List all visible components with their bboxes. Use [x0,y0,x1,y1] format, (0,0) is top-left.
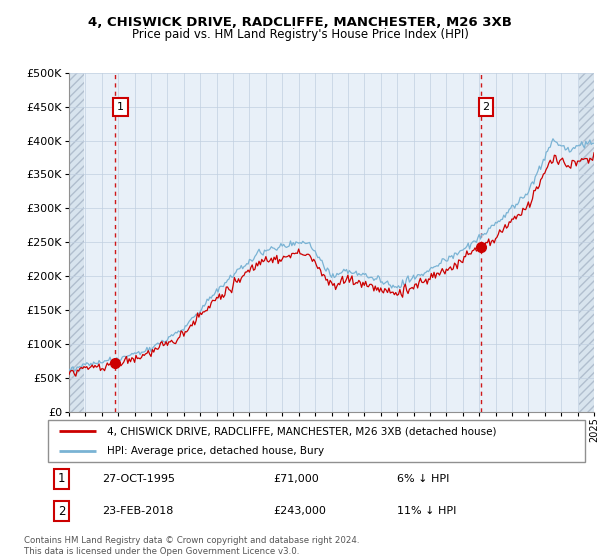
Text: Price paid vs. HM Land Registry's House Price Index (HPI): Price paid vs. HM Land Registry's House … [131,28,469,41]
Bar [579,73,596,412]
Text: HPI: Average price, detached house, Bury: HPI: Average price, detached house, Bury [107,446,324,456]
FancyBboxPatch shape [48,420,585,462]
Text: 2: 2 [58,505,65,517]
Text: Contains HM Land Registry data © Crown copyright and database right 2024.
This d: Contains HM Land Registry data © Crown c… [24,536,359,556]
Text: 11% ↓ HPI: 11% ↓ HPI [397,506,457,516]
Text: 27-OCT-1995: 27-OCT-1995 [102,474,175,484]
Text: 6% ↓ HPI: 6% ↓ HPI [397,474,449,484]
Bar [69,73,84,412]
Text: 1: 1 [116,102,124,111]
Text: 23-FEB-2018: 23-FEB-2018 [102,506,173,516]
Text: £243,000: £243,000 [274,506,326,516]
Text: 2: 2 [482,102,490,111]
Text: 4, CHISWICK DRIVE, RADCLIFFE, MANCHESTER, M26 3XB (detached house): 4, CHISWICK DRIVE, RADCLIFFE, MANCHESTER… [107,426,497,436]
Text: 1: 1 [58,473,65,486]
Text: £71,000: £71,000 [274,474,319,484]
Text: 4, CHISWICK DRIVE, RADCLIFFE, MANCHESTER, M26 3XB: 4, CHISWICK DRIVE, RADCLIFFE, MANCHESTER… [88,16,512,29]
